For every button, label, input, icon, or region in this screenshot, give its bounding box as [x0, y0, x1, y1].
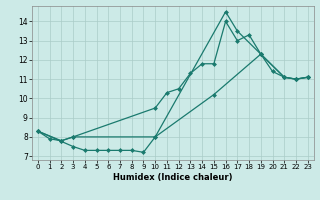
- X-axis label: Humidex (Indice chaleur): Humidex (Indice chaleur): [113, 173, 233, 182]
